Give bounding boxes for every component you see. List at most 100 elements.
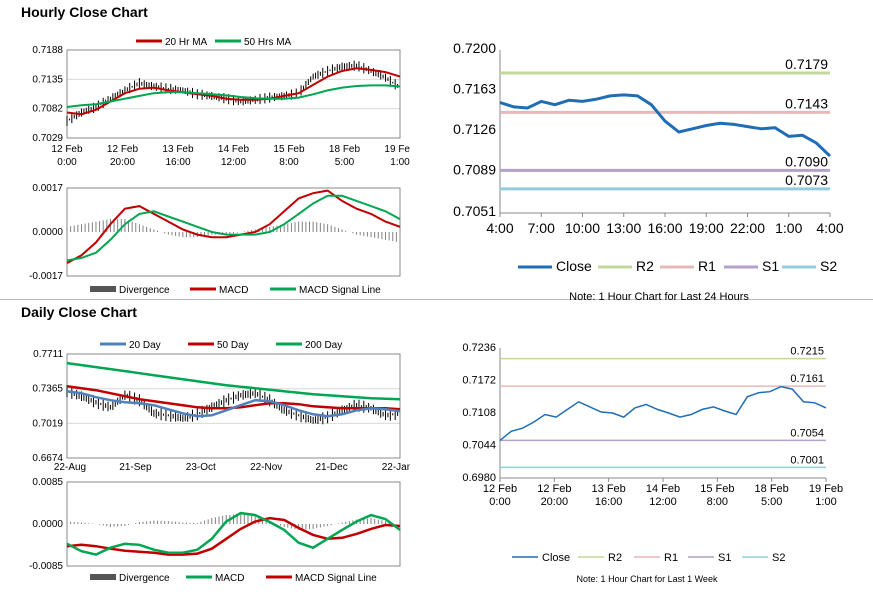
- legend-label: MACD: [219, 285, 248, 296]
- close-line: [499, 385, 827, 441]
- daily-pivots-x-tick: 0:00: [489, 496, 510, 508]
- pivot-r2-label: 0.7179: [785, 56, 828, 72]
- close-line: [499, 93, 832, 158]
- daily-pivots-x-tick: 16:00: [595, 496, 623, 508]
- hourly-pivots-x-tick: 1:00: [775, 220, 802, 236]
- hourly-price-x-tick: 15 Feb: [273, 144, 305, 155]
- daily-pivots-x-tick: 12:00: [649, 496, 677, 508]
- daily-price-y-tick: 0.7365: [32, 384, 63, 395]
- hourly-price-x-tick: 19 Feb: [384, 144, 410, 155]
- hourly-price-x-tick: 12 Feb: [51, 144, 83, 155]
- daily-pivots-x-tick: 15 Feb: [700, 483, 734, 495]
- daily-macd-y-tick: 0.0000: [32, 519, 63, 530]
- chart-note: Note: 1 Hour Chart for Last 1 Week: [577, 574, 718, 584]
- hourly-pivots-x-tick: 7:00: [528, 220, 555, 236]
- hourly-price-x-tick: 1:00: [390, 157, 410, 168]
- section-divider: [0, 299, 873, 300]
- ma-20day-line: [66, 389, 401, 418]
- legend-label: S2: [820, 258, 837, 274]
- daily-price-x-tick: 21-Sep: [119, 462, 152, 473]
- hourly-macd-y-tick: -0.0017: [29, 271, 63, 282]
- hourly-price-y-tick: 0.7029: [32, 133, 63, 144]
- daily-pivots-y-tick: 0.7236: [462, 342, 496, 354]
- daily-price-y-tick: 0.7711: [33, 349, 63, 360]
- legend-label: Divergence: [119, 285, 170, 296]
- ma-20hr-line: [66, 67, 401, 116]
- hourly-price-x-tick: 13 Feb: [162, 144, 194, 155]
- pivot-r1-label: 0.7161: [790, 373, 824, 385]
- legend-label: R2: [636, 258, 654, 274]
- legend-label: 200 Day: [305, 340, 342, 351]
- hourly-pivots-y-tick: 0.7163: [453, 80, 496, 96]
- plot-frame: [66, 49, 401, 139]
- hourly-price-x-tick: 5:00: [335, 157, 355, 168]
- legend-label: R2: [608, 552, 622, 564]
- chart-note: Note: 1 Hour Chart for Last 24 Hours: [569, 291, 749, 300]
- hourly-pivots-y-tick: 0.7126: [453, 121, 496, 137]
- legend-swatch: [90, 286, 116, 292]
- legend-label: 50 Day: [217, 340, 249, 351]
- hourly-pivots-x-tick: 16:00: [647, 220, 682, 236]
- daily-price-x-tick: 21-Dec: [315, 462, 347, 473]
- daily-price-x-tick: 23-Oct: [186, 462, 216, 473]
- pivot-s1-label: 0.7090: [785, 153, 828, 169]
- pivot-r1-label: 0.7143: [785, 95, 828, 111]
- daily-macd-y-tick: 0.0085: [32, 477, 63, 488]
- daily-pivots-x-tick: 13 Feb: [592, 483, 626, 495]
- hourly-price-x-tick: 14 Feb: [218, 144, 250, 155]
- hourly-pivots-x-tick: 4:00: [816, 220, 843, 236]
- daily-pivots-y-tick: 0.7044: [462, 440, 496, 452]
- daily-pivots-x-tick: 14 Feb: [646, 483, 680, 495]
- legend-label: MACD Signal Line: [295, 573, 377, 584]
- hourly-pivots-x-tick: 4:00: [486, 220, 513, 236]
- daily-pivots-x-tick: 8:00: [707, 496, 728, 508]
- daily-pivot-chart: 0.7236 0.7172 0.7108 0.7044 0.6980 0.7215 0.71…: [462, 342, 843, 584]
- legend-label: Close: [556, 258, 592, 274]
- legend-label: MACD Signal Line: [299, 285, 381, 296]
- hourly-macd-y-tick: 0.0017: [32, 183, 63, 194]
- daily-macd-y-tick: -0.0085: [29, 561, 63, 572]
- macd-signal-line: [66, 516, 401, 556]
- legend-label: Close: [542, 552, 570, 564]
- daily-pivots-x-tick: 5:00: [761, 496, 782, 508]
- legend-label: R1: [698, 258, 716, 274]
- hourly-pivots-y-tick: 0.7089: [453, 161, 496, 177]
- daily-price-x-tick: 22-Jan: [382, 462, 410, 473]
- pivot-s2-label: 0.7073: [785, 172, 828, 188]
- daily-price-y-tick: 0.6674: [32, 453, 63, 464]
- hourly-macd-chart: 0.0017 0.0000 -0.0017 Divergence MACD MACD Si…: [29, 183, 401, 296]
- hourly-price-y-tick: 0.7188: [32, 45, 63, 56]
- hourly-pivots-x-tick: 13:00: [606, 220, 641, 236]
- hourly-macd-y-tick: 0.0000: [32, 227, 63, 238]
- ma-50hr-line: [66, 84, 401, 108]
- legend-label: 50 Hrs MA: [244, 37, 292, 48]
- daily-section-title: Daily Close Chart: [21, 304, 137, 320]
- macd-line: [66, 189, 401, 264]
- legend-label: S1: [762, 258, 779, 274]
- hourly-pivots-y-tick: 0.7200: [453, 40, 496, 56]
- daily-pivots-x-tick: 12 Feb: [537, 483, 571, 495]
- plot-frame: [66, 353, 401, 459]
- legend-label: S1: [718, 552, 731, 564]
- ma-200day-line: [66, 361, 401, 401]
- daily-pivots-x-tick: 18 Feb: [755, 483, 789, 495]
- pivot-r2-label: 0.7215: [790, 346, 824, 358]
- legend-label: MACD: [215, 573, 244, 584]
- macd-line: [66, 511, 401, 556]
- hourly-pivots-x-tick: 19:00: [689, 220, 724, 236]
- daily-price-x-tick: 22-Aug: [54, 462, 86, 473]
- daily-pivots-x-tick: 12 Feb: [483, 483, 517, 495]
- daily-macd-chart: 0.0085 0.0000 -0.0085 Divergence MACD MACD Si…: [29, 477, 401, 584]
- pivot-s1-label: 0.7054: [790, 427, 824, 439]
- daily-pivots-x-tick: 20:00: [541, 496, 569, 508]
- daily-pivots-y-tick: 0.7172: [462, 375, 496, 387]
- hourly-price-x-tick: 0:00: [57, 157, 77, 168]
- legend-label: Divergence: [119, 573, 170, 584]
- hourly-price-y-tick: 0.7082: [32, 104, 63, 115]
- daily-price-x-tick: 22-Nov: [250, 462, 282, 473]
- daily-pivots-x-tick: 1:00: [815, 496, 836, 508]
- legend-label: S2: [772, 552, 785, 564]
- daily-pivots-x-tick: 19 Feb: [809, 483, 843, 495]
- hourly-section-title: Hourly Close Chart: [21, 4, 148, 20]
- daily-pivots-y-tick: 0.7108: [462, 407, 496, 419]
